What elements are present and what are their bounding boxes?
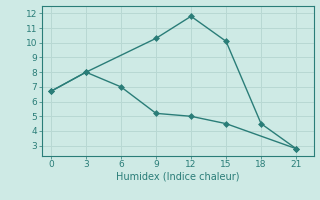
X-axis label: Humidex (Indice chaleur): Humidex (Indice chaleur) [116, 172, 239, 182]
